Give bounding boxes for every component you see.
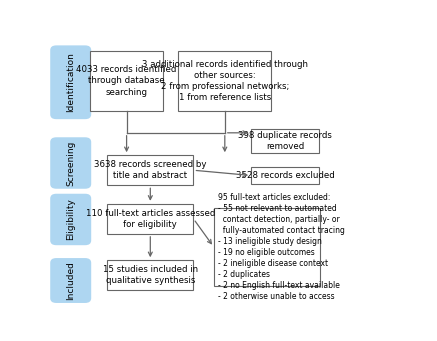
FancyBboxPatch shape [178,51,271,110]
Text: Identification: Identification [66,52,75,112]
FancyBboxPatch shape [50,137,91,189]
Text: 3 additional records identified through
other sources:
2 from professional netwo: 3 additional records identified through … [142,60,308,102]
FancyBboxPatch shape [107,260,194,291]
FancyBboxPatch shape [251,129,319,152]
Text: 3528 records excluded: 3528 records excluded [236,171,334,180]
FancyBboxPatch shape [251,167,319,184]
FancyBboxPatch shape [50,194,91,245]
Text: 3638 records screened by
title and abstract: 3638 records screened by title and abstr… [94,160,207,180]
Text: 15 studies included in
qualitative synthesis: 15 studies included in qualitative synth… [103,265,198,285]
Text: Included: Included [66,261,75,300]
FancyBboxPatch shape [50,258,91,303]
Text: 110 full-text articles assessed
for eligibility: 110 full-text articles assessed for elig… [86,209,215,229]
FancyBboxPatch shape [107,204,194,234]
Text: 398 duplicate records
removed: 398 duplicate records removed [238,131,332,151]
FancyBboxPatch shape [214,208,320,286]
Text: 4033 records identified
through database
searching: 4033 records identified through database… [76,65,177,97]
Text: Eligibility: Eligibility [66,198,75,240]
FancyBboxPatch shape [107,155,194,186]
FancyBboxPatch shape [90,51,163,110]
Text: 95 full-text articles excluded:
- 55 not relevant to automated
  contact detecti: 95 full-text articles excluded: - 55 not… [218,193,345,301]
Text: Screening: Screening [66,140,75,186]
FancyBboxPatch shape [50,45,91,119]
